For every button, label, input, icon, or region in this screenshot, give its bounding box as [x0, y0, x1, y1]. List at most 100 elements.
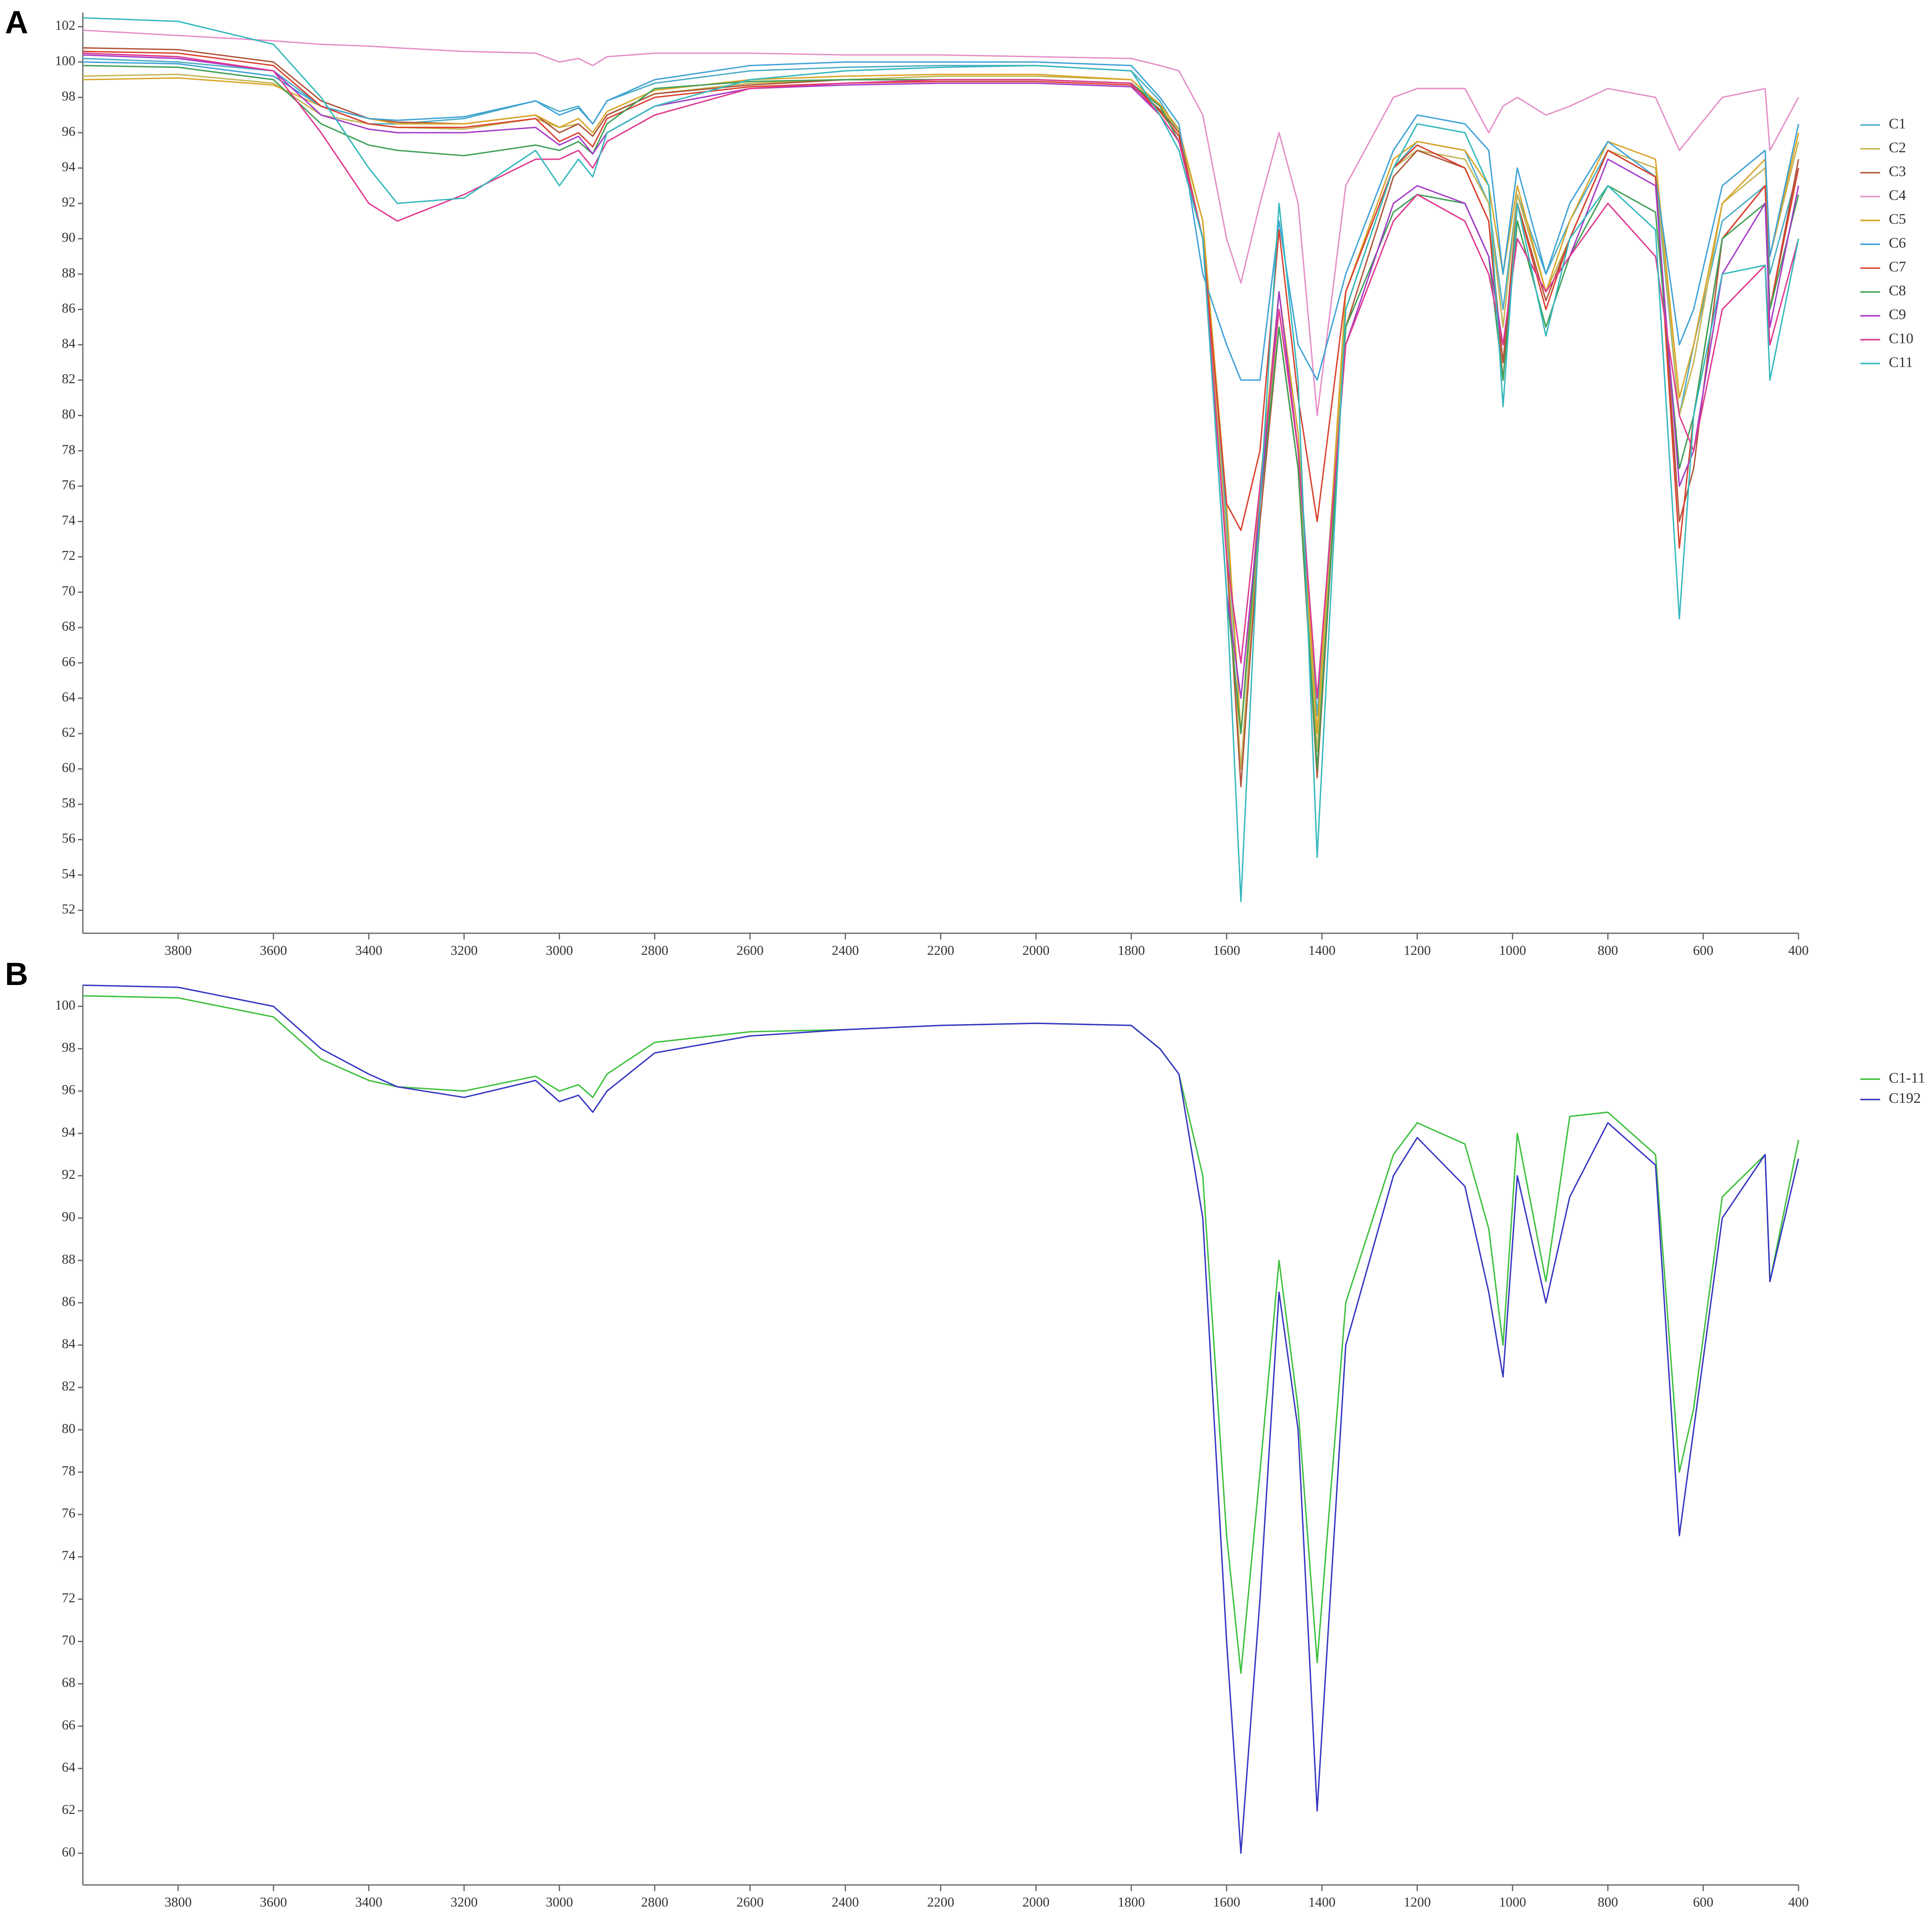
x-tick-label: 2400 — [832, 943, 859, 958]
spectrum-line — [83, 58, 1799, 734]
legend-label: C1 — [1889, 116, 1906, 132]
spectrum-line — [83, 65, 1799, 770]
y-tick-label: 94 — [62, 159, 75, 175]
legend-label: C7 — [1889, 259, 1906, 275]
y-tick-label: 68 — [62, 1675, 75, 1690]
y-tick-label: 62 — [62, 725, 75, 740]
x-tick-label: 3400 — [355, 943, 382, 958]
y-tick-label: 92 — [62, 1167, 75, 1182]
x-tick-label: 800 — [1598, 1894, 1618, 1910]
panel-label: A — [5, 4, 28, 40]
y-tick-label: 74 — [62, 512, 75, 528]
x-tick-label: 2800 — [641, 943, 668, 958]
y-tick-label: 66 — [62, 654, 75, 669]
spectrum-line — [83, 995, 1799, 1674]
y-tick-label: 90 — [62, 230, 75, 245]
spectrum-line — [83, 47, 1799, 788]
x-tick-label: 1200 — [1403, 1894, 1430, 1910]
spectrum-line — [83, 52, 1799, 699]
y-tick-label: 56 — [62, 831, 75, 846]
legend-label: C8 — [1889, 283, 1906, 299]
y-tick-label: 52 — [62, 901, 75, 917]
spectrum-line — [83, 73, 1799, 770]
y-tick-label: 74 — [62, 1548, 75, 1563]
y-tick-label: 98 — [62, 1040, 75, 1055]
spectrum-line — [83, 73, 1799, 734]
x-tick-label: 1600 — [1213, 943, 1240, 958]
x-tick-label: 2200 — [927, 1894, 954, 1910]
x-tick-label: 2200 — [927, 943, 954, 958]
y-tick-label: 60 — [62, 1844, 75, 1859]
x-tick-label: 2600 — [736, 1894, 763, 1910]
x-tick-label: 1200 — [1403, 943, 1430, 958]
y-tick-label: 96 — [62, 1082, 75, 1097]
y-tick-label: 78 — [62, 442, 75, 457]
y-tick-label: 84 — [62, 336, 75, 351]
y-tick-label: 84 — [62, 1336, 75, 1352]
spectrum-line — [83, 17, 1799, 902]
y-tick-label: 82 — [62, 1379, 75, 1394]
legend-label: C1-11 — [1889, 1070, 1925, 1086]
x-tick-label: 1600 — [1213, 1894, 1240, 1910]
y-tick-label: 92 — [62, 194, 75, 210]
y-tick-label: 54 — [62, 866, 75, 881]
legend-label: C5 — [1889, 211, 1906, 228]
x-tick-label: 3600 — [260, 1894, 287, 1910]
y-tick-label: 60 — [62, 760, 75, 775]
x-tick-label: 600 — [1693, 1894, 1713, 1910]
x-tick-label: 3000 — [546, 1894, 573, 1910]
y-tick-label: 70 — [62, 583, 75, 599]
x-tick-label: 3400 — [355, 1894, 382, 1910]
y-tick-label: 64 — [62, 689, 75, 704]
y-tick-label: 98 — [62, 88, 75, 103]
x-tick-label: 1800 — [1118, 1894, 1145, 1910]
x-tick-label: 2800 — [641, 1894, 668, 1910]
y-tick-label: 102 — [55, 18, 75, 33]
x-tick-label: 3600 — [260, 943, 287, 958]
y-tick-label: 72 — [62, 548, 75, 563]
y-tick-label: 86 — [62, 300, 75, 316]
y-tick-label: 68 — [62, 618, 75, 634]
spectrum-line — [83, 61, 1799, 381]
y-tick-label: 100 — [55, 997, 75, 1012]
x-tick-label: 600 — [1693, 943, 1713, 958]
y-tick-label: 86 — [62, 1294, 75, 1309]
x-tick-label: 800 — [1598, 943, 1618, 958]
legend-label: C3 — [1889, 164, 1906, 180]
x-tick-label: 1400 — [1309, 943, 1336, 958]
y-tick-label: 100 — [55, 53, 75, 68]
x-tick-label: 400 — [1789, 1894, 1809, 1910]
legend-label: C11 — [1889, 354, 1913, 371]
y-tick-label: 76 — [62, 477, 75, 492]
y-tick-label: 62 — [62, 1802, 75, 1817]
x-tick-label: 2600 — [736, 943, 763, 958]
x-tick-label: 3800 — [165, 943, 192, 958]
y-tick-label: 82 — [62, 371, 75, 386]
y-tick-label: 88 — [62, 1251, 75, 1267]
y-tick-label: 58 — [62, 795, 75, 810]
y-tick-label: 88 — [62, 265, 75, 280]
legend-label: C192 — [1889, 1090, 1921, 1106]
legend-label: C9 — [1889, 307, 1906, 323]
x-tick-label: 3200 — [450, 1894, 477, 1910]
x-tick-label: 1000 — [1499, 943, 1526, 958]
legend-label: C6 — [1889, 235, 1906, 251]
x-tick-label: 2400 — [832, 1894, 859, 1910]
y-tick-label: 64 — [62, 1759, 75, 1775]
x-tick-label: 1800 — [1118, 943, 1145, 958]
legend-label: C4 — [1889, 188, 1906, 204]
x-tick-label: 3800 — [165, 1894, 192, 1910]
y-tick-label: 72 — [62, 1590, 75, 1605]
spectrum-line — [83, 54, 1799, 699]
y-tick-label: 90 — [62, 1209, 75, 1224]
y-tick-label: 94 — [62, 1124, 75, 1140]
y-tick-label: 80 — [62, 1421, 75, 1436]
legend-label: C2 — [1889, 139, 1906, 156]
x-tick-label: 1000 — [1499, 1894, 1526, 1910]
spectrum-line — [83, 29, 1799, 416]
x-tick-label: 1400 — [1309, 1894, 1336, 1910]
spectrum-line — [83, 984, 1799, 1854]
spectrum-line — [83, 50, 1799, 549]
y-tick-label: 66 — [62, 1717, 75, 1732]
